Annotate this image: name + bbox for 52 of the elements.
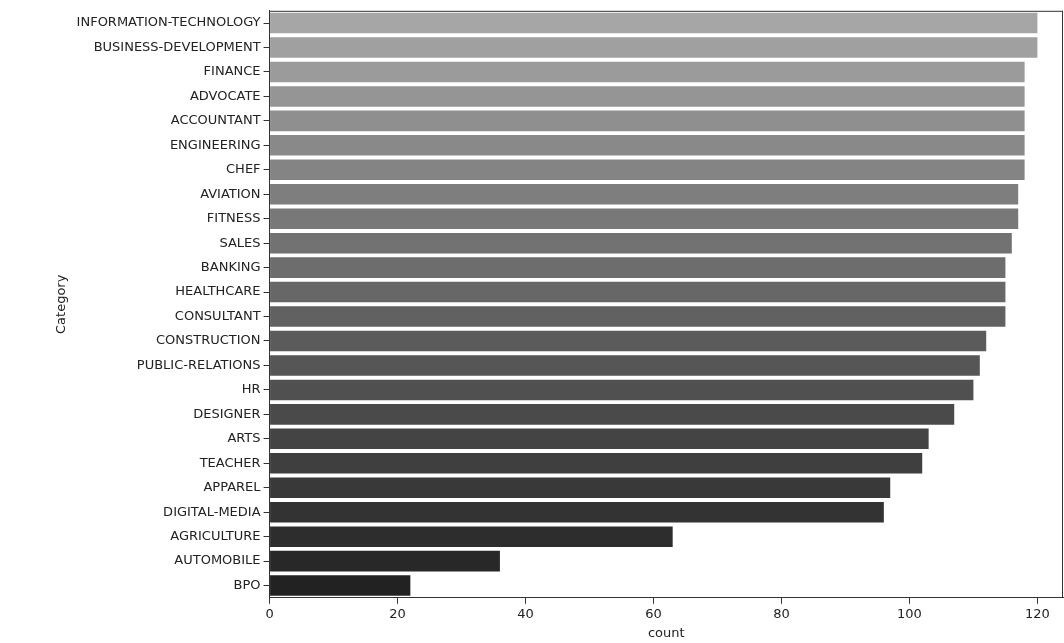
bar [270, 37, 1038, 58]
y-tick-label: PUBLIC-RELATIONS [136, 356, 261, 372]
y-tick-label: ADVOCATE [189, 87, 261, 103]
x-tick-label: 40 [517, 605, 534, 621]
x-tick-label: 100 [897, 605, 922, 621]
y-tick-label: APPAREL [203, 479, 262, 495]
bar [270, 12, 1038, 34]
y-tick-label: HR [241, 381, 261, 397]
y-tick-label: AVIATION [200, 185, 261, 201]
y-tick-label: BUSINESS-DEVELOPMENT [93, 38, 261, 54]
y-tick-label: INFORMATION-TECHNOLOGY [76, 14, 261, 30]
bar [270, 281, 1006, 303]
x-axis-title: count [647, 624, 685, 640]
y-tick-label: CHEF [226, 161, 261, 177]
bar [270, 575, 411, 596]
bar [270, 355, 980, 376]
x-tick-label: 60 [645, 605, 662, 621]
bar [270, 330, 987, 352]
y-tick-label: FITNESS [206, 210, 261, 226]
bar [270, 159, 1025, 181]
bar [270, 428, 929, 450]
y-tick-label: CONSULTANT [174, 307, 261, 323]
bar [270, 208, 1019, 229]
x-tick-label: 20 [389, 605, 406, 621]
bar [270, 306, 1006, 327]
y-axis-title: Category [53, 274, 69, 334]
bar [270, 232, 1012, 254]
y-tick-label: ARTS [227, 430, 261, 446]
bar [270, 135, 1025, 156]
y-tick-label: SALES [219, 234, 261, 250]
y-tick-label: AGRICULTURE [170, 528, 261, 544]
y-tick-label: HEALTHCARE [175, 283, 261, 299]
bar [270, 404, 955, 425]
x-tick-label: 0 [265, 605, 274, 621]
y-tick-label: TEACHER [198, 454, 261, 470]
y-tick-label: DESIGNER [193, 405, 261, 421]
y-tick-label: AUTOMOBILE [174, 552, 261, 568]
bar [270, 86, 1025, 107]
bar [270, 257, 1006, 278]
y-tick-label: ENGINEERING [169, 136, 261, 152]
bar [270, 61, 1025, 83]
y-tick-label: BPO [233, 576, 261, 592]
y-tick-label: CONSTRUCTION [155, 332, 261, 348]
y-tick-label: ACCOUNTANT [170, 112, 261, 128]
bar [270, 379, 974, 401]
x-tick-label: 120 [1024, 605, 1050, 621]
y-tick-label: DIGITAL-MEDIA [163, 503, 261, 519]
y-tick-label: FINANCE [203, 63, 261, 79]
bar [270, 183, 1019, 205]
x-tick-label: 80 [773, 605, 790, 621]
y-tick-label: BANKING [200, 258, 261, 274]
bar [270, 110, 1025, 132]
